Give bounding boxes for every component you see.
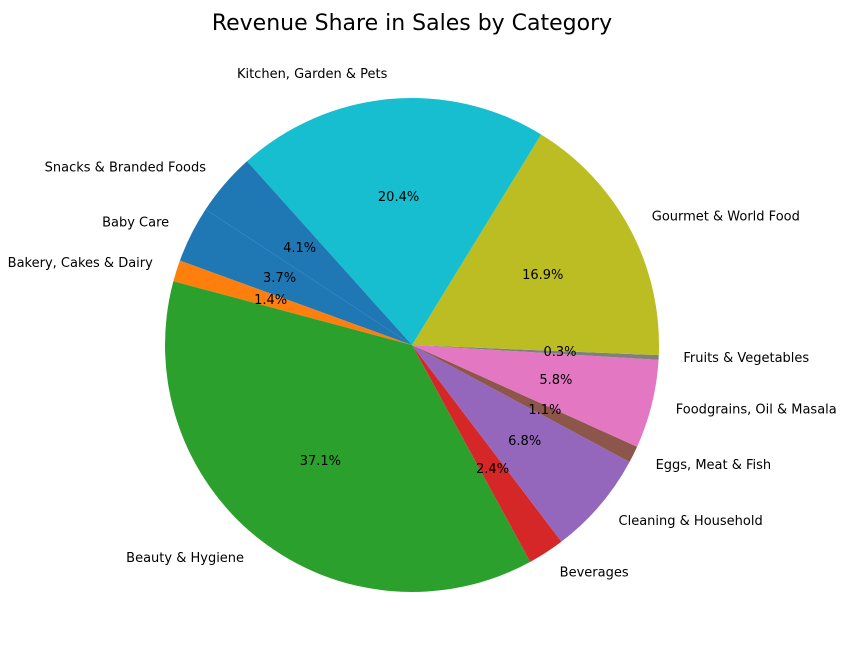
pie-slice-foodgrains-oil-and-masala (412, 345, 659, 447)
percent-label: 20.4% (378, 190, 419, 205)
percent-label: 2.4% (476, 462, 509, 477)
chart-title: Revenue Share in Sales by Category (212, 11, 612, 36)
pie-slice-beauty-and-hygiene (165, 281, 531, 593)
category-label: Bakery, Cakes & Dairy (8, 256, 153, 271)
percent-label: 1.4% (254, 293, 287, 308)
category-label: Beverages (560, 566, 629, 581)
percent-label: 37.1% (300, 454, 341, 469)
pie-slice-cleaning-and-household (412, 345, 630, 542)
percent-label: 3.7% (263, 271, 296, 286)
percent-label: 6.8% (508, 434, 541, 449)
percent-label: 4.1% (283, 241, 316, 256)
category-label: Kitchen, Garden & Pets (237, 67, 388, 82)
category-labels: Bakery, Cakes & Dairy Beauty & Hygiene Bev… (8, 67, 837, 581)
percent-label: 5.8% (539, 373, 572, 388)
pie-slice-fruits-and-vegetables (412, 345, 659, 360)
category-label: Snacks & Branded Foods (45, 160, 207, 175)
percent-label: 1.1% (528, 403, 561, 418)
percent-labels: 1.4% 37.1% 2.4% 6.8% 1.1% 5.8% 0.3% 16.9% 20.4% 4… (254, 190, 576, 477)
pie-slice-baby-care (179, 209, 412, 345)
category-label: Beauty & Hygiene (126, 551, 244, 566)
pie-slice-gourmet-and-world-food (412, 134, 660, 356)
category-label: Cleaning & Household (619, 514, 763, 529)
pie-slices (165, 98, 660, 593)
pie-slice-snacks-and-branded-foods (205, 161, 412, 345)
category-label: Baby Care (102, 216, 169, 231)
pie-slice-eggs-meat-and-fish (412, 345, 638, 463)
pie-slice-beverages (412, 345, 562, 562)
pie-slice-kitchen-garden-and-pets (246, 98, 542, 345)
category-label: Foodgrains, Oil & Masala (676, 403, 837, 418)
category-label: Gourmet & World Food (652, 210, 800, 225)
percent-label: 0.3% (543, 345, 576, 360)
category-label: Fruits & Vegetables (683, 351, 809, 366)
category-label: Eggs, Meat & Fish (656, 458, 772, 473)
pie-slice-bakery-cakes-and-dairy (173, 260, 412, 345)
percent-label: 16.9% (522, 268, 563, 283)
